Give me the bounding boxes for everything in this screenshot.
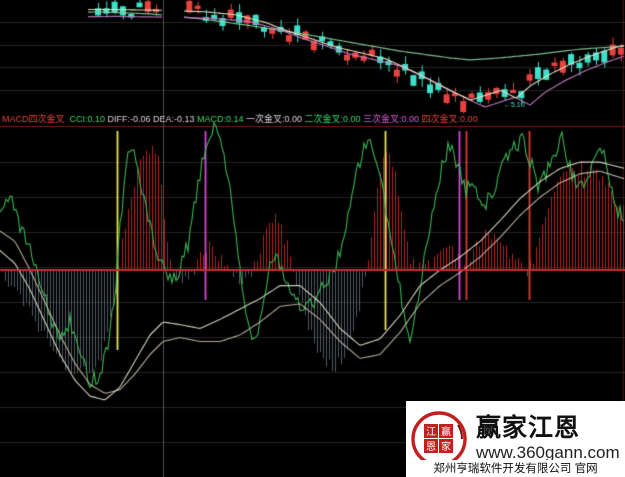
svg-text:江: 江: [426, 426, 436, 438]
svg-text:家: 家: [441, 440, 451, 453]
svg-text:赢: 赢: [441, 425, 451, 438]
svg-text:恩: 恩: [426, 441, 436, 453]
